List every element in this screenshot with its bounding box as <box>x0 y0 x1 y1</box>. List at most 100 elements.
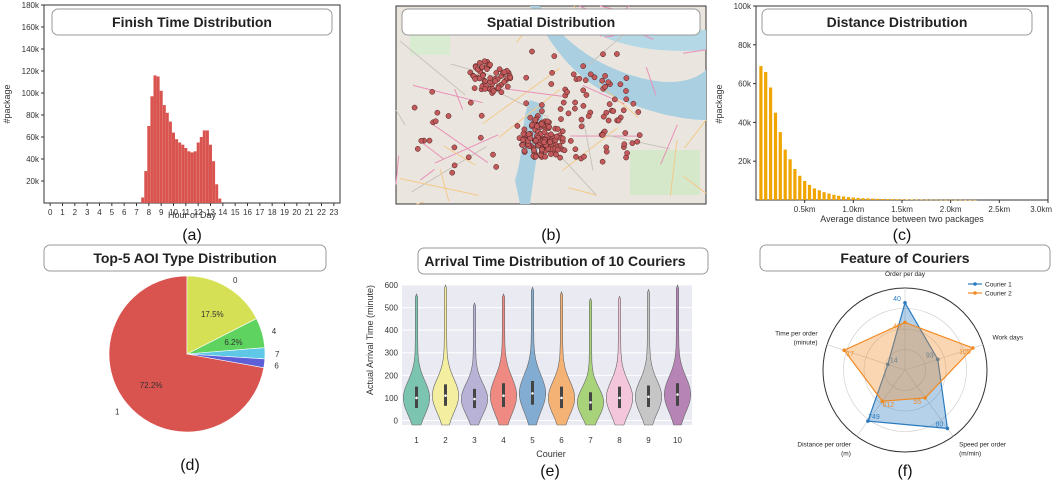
package-point <box>578 123 585 130</box>
map-road <box>450 63 497 78</box>
radar-spoke <box>856 369 906 437</box>
distance-y-ticks: 20k 40k 60k 80k 100k <box>734 2 756 166</box>
spatial-title: Spatial Distribution <box>487 14 615 30</box>
x-tick-label: 3 <box>85 208 90 217</box>
finish-time-x-ticks: 0 1 2 3 4 5 6 7 8 9 10 11 12 13 14 15 16 17 18 19 20 21 22 23 <box>48 203 339 217</box>
package-point <box>523 100 530 107</box>
package-point <box>538 121 545 127</box>
violin-body <box>461 302 488 426</box>
package-point <box>449 169 456 176</box>
finish-time-xlabel: Hour of Day <box>168 210 217 220</box>
x-tick-label: 1 <box>414 436 419 445</box>
caption-a: (a) <box>182 227 202 244</box>
distance-bar <box>944 199 948 201</box>
distance-bar <box>915 199 919 201</box>
package-point <box>414 146 421 152</box>
distance-bar <box>764 72 768 200</box>
package-point <box>529 121 535 128</box>
package-point <box>487 75 494 81</box>
distance-bar <box>953 199 958 201</box>
radar-point <box>923 396 927 400</box>
x-tick-label: 4 <box>97 208 102 217</box>
package-point <box>600 51 606 58</box>
violin-median <box>676 393 679 396</box>
finish-time-bar <box>141 197 145 203</box>
package-point <box>451 162 458 169</box>
x-tick-label: 6 <box>559 436 564 445</box>
x-tick-label: 1.0km <box>842 205 864 214</box>
caption-f: (f) <box>897 463 912 480</box>
aoi-type-pie-chart: Top-5 AOI Type Distribution 1 72.2% 0 17.5%… <box>43 244 327 474</box>
caption-c: (c) <box>893 227 912 244</box>
radar-value-label: 40 <box>893 296 901 303</box>
package-point <box>600 113 607 120</box>
map-road <box>429 121 489 163</box>
finish-time-bar <box>153 75 157 203</box>
distance-bars <box>759 66 977 201</box>
distance-x-ticks: 0.5km 1.0km 1.5km 2.0km 2.5km 3.0km <box>794 200 1052 214</box>
y-tick-label: 20k <box>26 177 40 186</box>
map-road <box>399 178 479 196</box>
map-road <box>454 88 464 110</box>
radar-value-label: 17 <box>846 351 854 358</box>
package-point <box>514 123 521 129</box>
package-point <box>582 77 589 84</box>
package-point <box>572 99 578 106</box>
map-road <box>502 88 566 98</box>
package-point <box>557 154 563 161</box>
package-point <box>521 147 528 154</box>
y-tick-label: 500 <box>385 304 399 313</box>
violin-body <box>605 295 634 426</box>
package-point <box>548 81 555 87</box>
finish-time-bar <box>175 139 179 203</box>
finish-time-bar <box>150 96 154 203</box>
x-tick-label: 17 <box>255 208 264 217</box>
violin-x-ticks: 1 2 3 4 5 6 7 8 9 10 <box>414 436 682 445</box>
package-point <box>606 101 613 107</box>
radar-value-label: 612 <box>882 402 894 409</box>
distance-bar <box>968 199 972 201</box>
distance-bar <box>759 66 763 200</box>
legend-label: Courier 1 <box>985 282 1012 289</box>
radar-value-label: 14 <box>890 357 898 364</box>
y-tick-label: 60k <box>26 133 40 142</box>
radar-point <box>903 301 907 305</box>
package-point <box>559 135 566 142</box>
distance-bar <box>773 112 778 200</box>
x-tick-label: 14 <box>218 208 227 217</box>
radar-legend: Courier 1 Courier 2 <box>968 282 1012 298</box>
distance-bar <box>769 87 773 200</box>
package-point <box>479 64 486 70</box>
package-point <box>521 126 528 133</box>
finish-time-bar <box>168 121 172 203</box>
pie-slice <box>108 275 265 433</box>
package-point <box>541 139 547 146</box>
y-tick-label: 40k <box>26 155 40 164</box>
x-tick-label: 6 <box>122 208 127 217</box>
package-point <box>567 138 574 144</box>
package-point <box>482 86 488 92</box>
map-road <box>683 119 707 149</box>
finish-time-bar <box>190 152 194 203</box>
package-point <box>533 153 539 160</box>
pie-slice <box>186 353 266 368</box>
violin-body <box>634 288 663 426</box>
radar-point <box>880 399 885 404</box>
package-point <box>432 118 439 125</box>
package-point <box>565 110 572 117</box>
finish-time-bar <box>159 90 163 203</box>
y-tick-label: 140k <box>22 45 40 54</box>
spatial-title-box <box>401 8 701 36</box>
radar-axis-label: Order per day <box>885 271 926 278</box>
x-tick-label: 1 <box>60 208 65 217</box>
package-point <box>493 164 500 170</box>
violin-median <box>444 394 447 397</box>
legend-label: Courier 2 <box>985 291 1012 298</box>
package-point <box>580 103 587 109</box>
package-point <box>554 126 561 132</box>
aoi-pie: 1 72.2% 0 17.5% 4 6.2% 7 6 <box>108 275 280 433</box>
package-point <box>610 108 617 114</box>
package-point <box>501 79 508 85</box>
map-road <box>439 168 450 202</box>
x-tick-label: 7 <box>588 436 593 445</box>
